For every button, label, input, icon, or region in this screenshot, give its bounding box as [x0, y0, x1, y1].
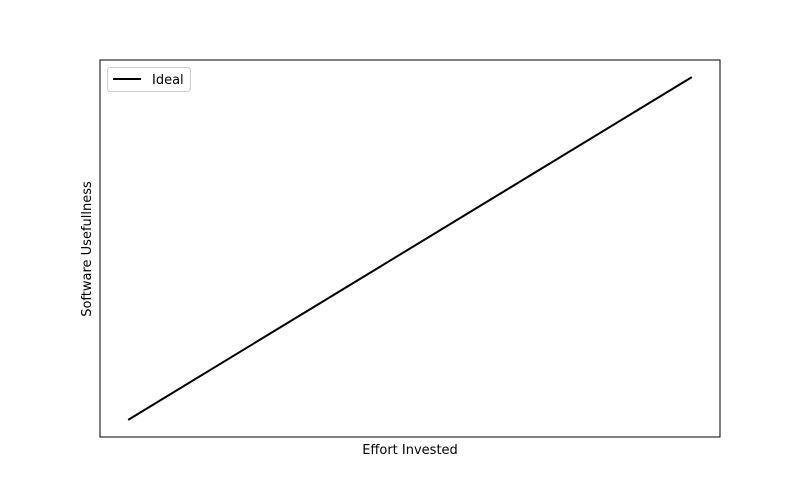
- plot-area: [99, 59, 721, 438]
- plot-frame: [99, 59, 721, 438]
- legend: Ideal: [107, 67, 191, 92]
- y-axis-label: Software Usefullness: [80, 181, 95, 317]
- series-layer: [127, 76, 693, 421]
- x-axis-label: Effort Invested: [362, 443, 458, 458]
- legend-box: [107, 67, 191, 92]
- series-line-ideal: [127, 76, 693, 421]
- legend-label-ideal: Ideal: [152, 73, 184, 88]
